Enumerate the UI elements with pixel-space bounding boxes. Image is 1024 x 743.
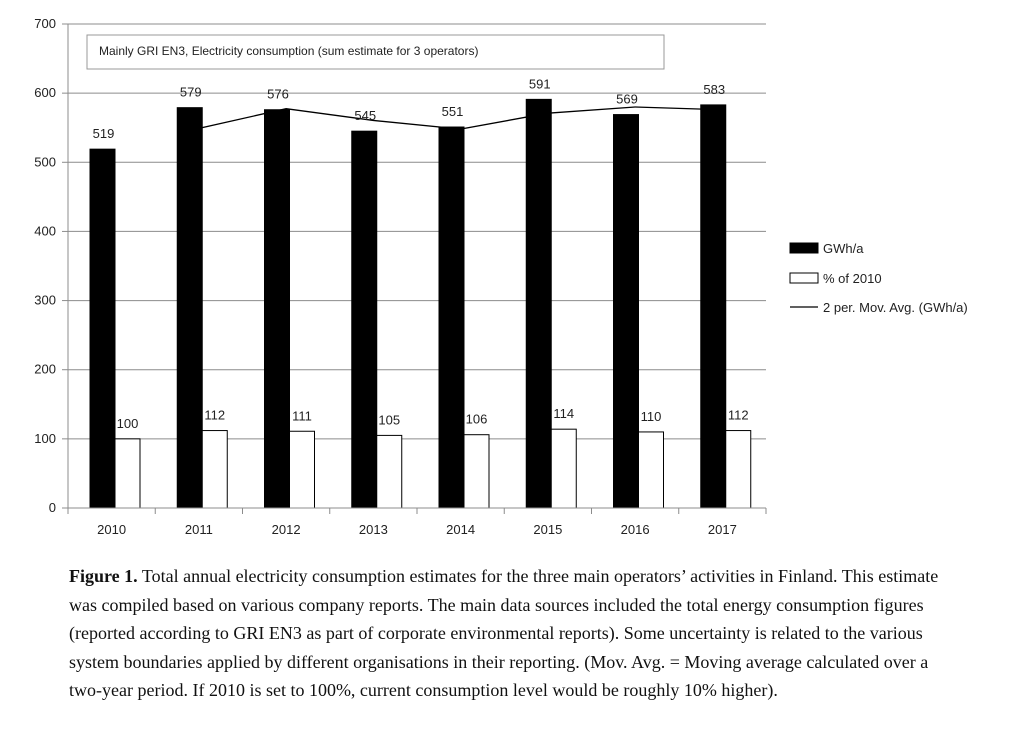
x-tick-label: 2010 <box>97 522 126 537</box>
data-labels: 519 100 579 112 576 111 545 105 551 106 591 114 569 1… <box>93 76 749 430</box>
bar-gwh <box>700 104 727 509</box>
data-label-gwh: 579 <box>180 85 202 100</box>
moving-average-path <box>198 106 723 130</box>
data-label-percent: 112 <box>728 408 749 423</box>
bar-percent <box>638 431 664 509</box>
bar-gwh <box>438 126 465 509</box>
bar-gwh <box>525 98 552 509</box>
y-tick-label: 300 <box>34 293 56 308</box>
x-tick-label: 2011 <box>185 522 213 537</box>
y-tick-label: 600 <box>34 85 56 100</box>
bar-gwh <box>613 114 639 509</box>
y-tick-label: 100 <box>34 431 56 446</box>
bar-percent <box>463 434 490 509</box>
caption-text: Total annual electricity consumption est… <box>69 566 939 700</box>
bar-percent <box>114 438 141 509</box>
data-label-percent: 100 <box>117 416 139 431</box>
legend-swatch-percent <box>789 272 819 284</box>
data-label-gwh: 551 <box>442 104 464 119</box>
y-axis: 0 100 200 300 400 500 600 700 <box>34 16 69 515</box>
x-tick-label: 2017 <box>708 522 737 537</box>
annotation-box <box>86 34 665 70</box>
data-label-gwh: 519 <box>93 126 115 141</box>
data-label-percent: 114 <box>553 406 574 421</box>
data-label-percent: 110 <box>641 409 662 424</box>
figure-caption: Figure 1. Total annual electricity consu… <box>69 562 949 705</box>
data-label-gwh: 545 <box>354 108 376 123</box>
x-tick-label: 2012 <box>272 522 301 537</box>
x-tick-label: 2014 <box>446 522 475 537</box>
legend-swatch-gwh <box>789 242 819 254</box>
data-label-percent: 111 <box>292 408 312 423</box>
data-label-gwh: 569 <box>616 92 638 107</box>
bar-chart: 0 100 200 300 400 500 600 700 519 100 579 112 576 11… <box>34 16 968 537</box>
bar-gwh <box>351 130 378 509</box>
bar-percent <box>201 430 228 509</box>
y-tick-label: 700 <box>34 16 56 31</box>
bar-percent <box>725 430 752 509</box>
y-tick-label: 400 <box>34 223 56 238</box>
legend: GWh/a % of 2010 2 per. Mov. Avg. (GWh/a) <box>789 241 968 315</box>
annotation-text: Mainly GRI EN3, Electricity consumption … <box>99 44 478 58</box>
data-label-gwh: 576 <box>267 87 289 102</box>
data-label-percent: 105 <box>378 412 400 427</box>
data-label-gwh: 591 <box>529 76 551 91</box>
y-tick-label: 0 <box>49 500 56 515</box>
x-tick-label: 2015 <box>533 522 562 537</box>
legend-label-percent: % of 2010 <box>823 271 882 286</box>
bar-gwh <box>89 148 116 509</box>
bar-percent <box>376 434 403 509</box>
legend-label-gwh: GWh/a <box>823 241 864 256</box>
chart-annotation: Mainly GRI EN3, Electricity consumption … <box>86 34 665 70</box>
bars <box>89 98 752 509</box>
x-tick-label: 2016 <box>621 522 650 537</box>
moving-average-line <box>198 106 723 130</box>
bar-percent <box>289 430 315 509</box>
data-label-gwh: 583 <box>703 82 725 97</box>
y-tick-label: 500 <box>34 154 56 169</box>
bar-gwh <box>176 107 203 509</box>
legend-label-moving-average: 2 per. Mov. Avg. (GWh/a) <box>823 300 968 315</box>
bar-percent <box>550 428 577 509</box>
data-label-percent: 112 <box>204 408 225 423</box>
data-label-percent: 106 <box>466 412 488 427</box>
gridlines <box>68 23 766 440</box>
x-axis: 2010 2011 2012 2013 2014 2015 2016 2017 <box>67 507 767 537</box>
y-tick-label: 200 <box>34 362 56 377</box>
x-tick-label: 2013 <box>359 522 388 537</box>
bar-gwh <box>264 109 290 509</box>
caption-label: Figure 1. <box>69 566 138 586</box>
